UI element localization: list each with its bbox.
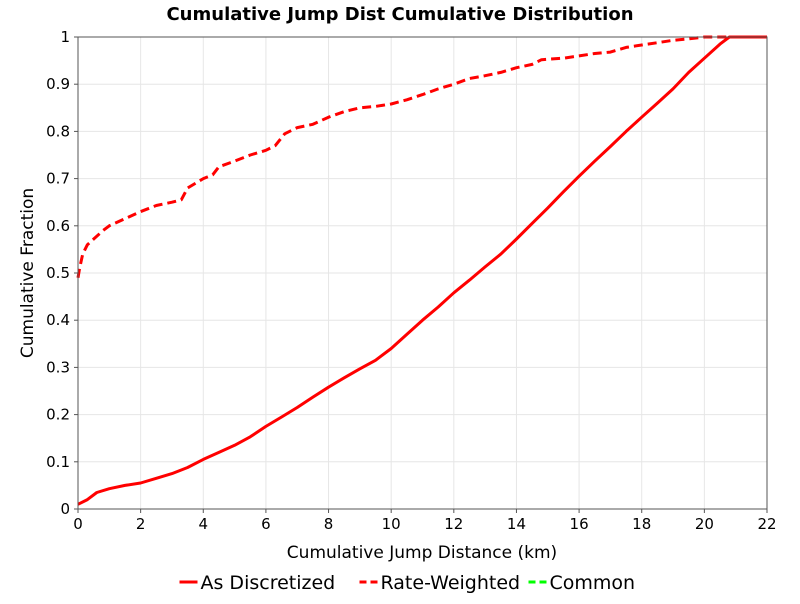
series-line-0: [77, 35, 767, 506]
y-tick-label-2: 0.2: [46, 406, 70, 424]
x-tick-label-3: 6: [261, 515, 271, 533]
y-axis-ticks: 0 0.1 0.2 0.3 0.4 0.5 0.6 0.7 0.8 0.9 1: [46, 28, 78, 518]
x-tick-label-6: 12: [444, 515, 463, 533]
y-tick-label-5: 0.5: [46, 264, 70, 282]
legend-label-0: As Discretized: [201, 572, 336, 594]
x-tick-label-5: 10: [382, 515, 401, 533]
x-tick-label-9: 18: [632, 515, 651, 533]
y-tick-label-10: 1: [60, 28, 70, 46]
y-tick-label-8: 0.8: [46, 122, 70, 140]
x-tick-label-4: 8: [324, 515, 334, 533]
x-tick-label-1: 2: [136, 515, 146, 533]
legend-label-1: Rate-Weighted: [381, 572, 521, 594]
x-axis-ticks: 0 2 4 6 8 10 12 14 16 18 20 22: [73, 509, 777, 533]
legend: As Discretized Rate-Weighted Common: [179, 572, 636, 594]
y-tick-label-7: 0.7: [46, 170, 70, 188]
y-tick-label-0: 0: [60, 500, 70, 518]
x-tick-label-2: 4: [198, 515, 208, 533]
y-tick-label-3: 0.3: [46, 358, 70, 376]
chart-title: Cumulative Jump Dist Cumulative Distribu…: [166, 4, 633, 25]
x-axis-label: Cumulative Jump Distance (km): [287, 543, 557, 563]
y-tick-label-1: 0.1: [46, 453, 70, 471]
x-tick-label-8: 16: [570, 515, 589, 533]
x-tick-label-7: 14: [507, 515, 526, 533]
y-tick-label-6: 0.6: [46, 217, 70, 235]
x-tick-label-10: 20: [695, 515, 714, 533]
series-layer: [76, 35, 767, 506]
x-tick-label-11: 22: [757, 515, 776, 533]
y-tick-label-4: 0.4: [46, 311, 70, 329]
series-line-1: [76, 35, 767, 278]
x-tick-label-0: 0: [73, 515, 83, 533]
y-axis-label: Cumulative Fraction: [18, 188, 38, 358]
y-tick-label-9: 0.9: [46, 75, 70, 93]
legend-label-2: Common: [550, 572, 636, 594]
